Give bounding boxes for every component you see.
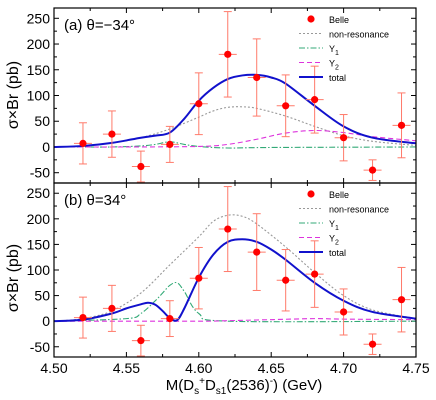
series-nonres-line	[54, 214, 416, 322]
belle-point	[108, 130, 116, 138]
belle-point	[311, 96, 319, 104]
x-tick-label: 4.75	[402, 360, 429, 376]
series-y1-line	[54, 281, 416, 323]
x-axis-label: M(Ds+Ds1(2536)-) (GeV)	[166, 376, 322, 397]
legend-label: Belle	[329, 15, 349, 25]
x-axis-label-sup2: -	[270, 376, 273, 387]
belle-point	[282, 276, 290, 284]
panel-label: (a) θ=−34°	[64, 17, 135, 34]
legend-label: total	[329, 73, 346, 83]
belle-point	[195, 274, 203, 282]
legend-label: Y2	[329, 234, 339, 247]
series-total-line	[54, 73, 416, 148]
belle-data	[73, 186, 411, 357]
y-tick-label: 0	[42, 139, 50, 155]
curves	[54, 73, 416, 149]
belle-point	[368, 340, 377, 348]
panel-a: -50 0 50 100 150 200 250 (a) θ=−34° Belle non-res…	[27, 7, 417, 184]
legend-label-subscript: 2	[335, 65, 339, 72]
x-axis-label-unit: ) (GeV)	[273, 377, 322, 394]
x-axis-label-sup1b: +	[199, 376, 205, 387]
legend-marker-belle	[307, 190, 315, 198]
y-tick-label: 200	[27, 211, 51, 227]
x-tick-label: 4.50	[40, 360, 67, 376]
legend-label: Y1	[329, 219, 339, 232]
panel-label: (b) θ=34°	[64, 192, 126, 209]
belle-point	[224, 225, 232, 233]
y-tick-label: 200	[27, 36, 51, 52]
belle-point	[368, 166, 377, 174]
legend-label: total	[329, 248, 346, 258]
legend-label-base: Y	[329, 59, 335, 69]
series-y1-line	[54, 141, 416, 149]
series-y2-line	[54, 129, 416, 148]
y-tick-label: -50	[30, 165, 50, 181]
belle-point	[108, 304, 116, 312]
belle-point	[282, 102, 290, 110]
legend-marker-belle	[307, 15, 315, 23]
belle-point	[253, 248, 261, 256]
x-tick-label: 4.55	[113, 360, 140, 376]
plot-frame	[53, 182, 417, 358]
legend-label-subscript: 1	[335, 225, 339, 232]
legend-label: Y1	[329, 44, 339, 57]
legend-label: non-resonance	[329, 30, 389, 40]
x-tick-label: 4.70	[330, 360, 357, 376]
x-axis-label-main: M(D	[166, 377, 194, 394]
y-axis-label: σ×Br (pb)	[5, 61, 22, 129]
y-tick-label: 50	[34, 113, 50, 129]
legend-label: Y2	[329, 59, 339, 72]
belle-point	[224, 50, 232, 58]
legend-label: Belle	[329, 190, 349, 200]
belle-point	[253, 73, 261, 82]
belle-point	[340, 308, 348, 316]
legend-label-base: Y	[329, 219, 335, 229]
y-tick-label: 50	[34, 288, 50, 304]
x-axis-label-sup1: s	[194, 386, 199, 397]
y-tick-label: 150	[27, 62, 51, 78]
y-tick-label: -50	[30, 339, 50, 355]
series-total-line	[54, 238, 416, 323]
x-axis-label-rest: (2536)	[226, 377, 269, 394]
x-axis-label-mid: D	[205, 377, 216, 394]
belle-point	[340, 134, 348, 142]
legend-label-base: Y	[329, 44, 335, 54]
panel-b: -50 0 50 100 150 200 250 4.50 4.55 4.60 4.65 4.70 4.…	[27, 182, 430, 376]
legend-label-base: Y	[329, 234, 335, 244]
belle-point	[137, 162, 145, 171]
legend-label: non-resonance	[329, 205, 389, 215]
x-tick-label: 4.65	[258, 360, 285, 376]
belle-point	[166, 140, 174, 148]
y-tick-label: 100	[27, 262, 51, 278]
belle-point	[195, 100, 203, 108]
legend-label-subscript: 1	[335, 50, 339, 57]
belle-point	[397, 296, 406, 304]
series-nonres-line	[54, 106, 416, 148]
belle-point	[79, 139, 87, 147]
belle-point	[79, 313, 87, 322]
y-tick-label: 250	[27, 185, 51, 201]
y-tick-label: 100	[27, 88, 51, 104]
x-axis-label-sub2: s1	[216, 386, 227, 397]
belle-point	[311, 270, 319, 278]
belle-point	[166, 315, 174, 323]
belle-data	[73, 11, 411, 183]
belle-point	[137, 337, 145, 345]
y-tick-label: 0	[42, 313, 50, 329]
curves	[54, 214, 416, 323]
x-tick-label: 4.60	[185, 360, 212, 376]
belle-point	[397, 121, 406, 129]
legend-label-subscript: 2	[335, 240, 339, 247]
y-axis-label-b: σ×Br (pb)	[5, 244, 22, 312]
y-tick-label: 150	[27, 236, 51, 252]
y-tick-label: 250	[27, 10, 51, 26]
